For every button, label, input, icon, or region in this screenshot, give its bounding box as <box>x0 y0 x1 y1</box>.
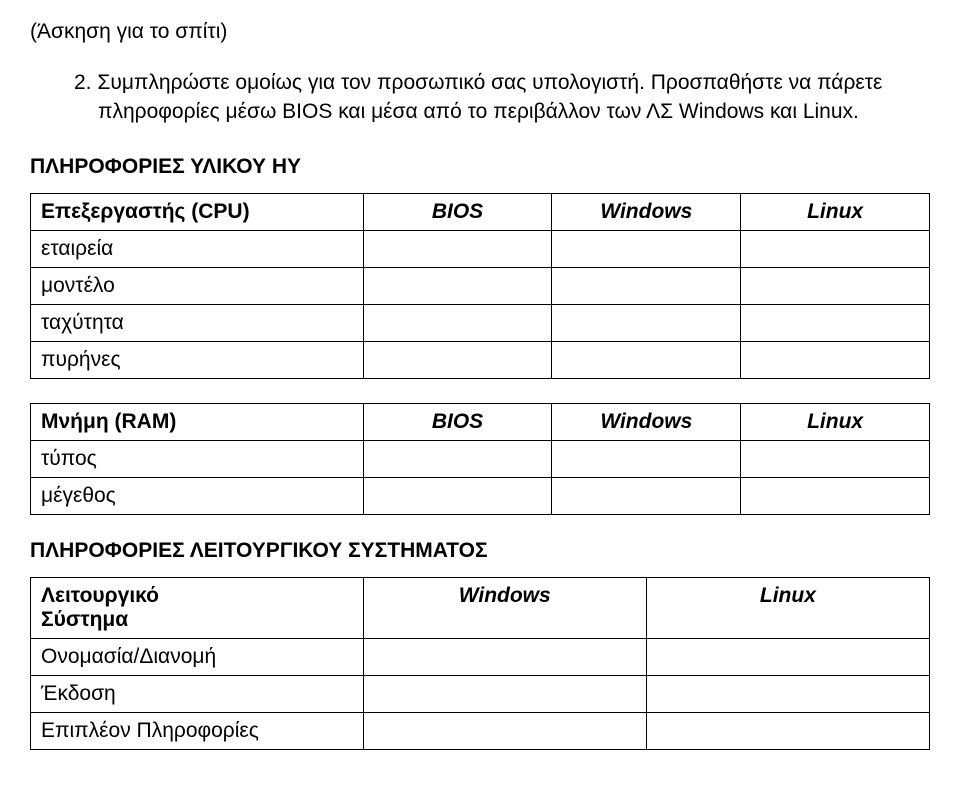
table-row: Λειτουργικό Σύστημα Windows Linux <box>31 577 930 638</box>
table-row: Μνήμη (RAM) BIOS Windows Linux <box>31 403 930 440</box>
linux-header: Linux <box>741 193 930 230</box>
cell <box>363 230 552 267</box>
cell <box>552 267 741 304</box>
cell <box>363 477 552 514</box>
cell <box>646 638 929 675</box>
row-label: Επιπλέον Πληροφορίες <box>31 712 364 749</box>
cell <box>363 341 552 378</box>
linux-header: Linux <box>741 403 930 440</box>
cell <box>741 267 930 304</box>
windows-header: Windows <box>552 193 741 230</box>
table-row: τύπος <box>31 440 930 477</box>
list-number: 2. <box>74 71 92 94</box>
cell <box>363 675 646 712</box>
cell <box>552 477 741 514</box>
table-row: Επιπλέον Πληροφορίες <box>31 712 930 749</box>
table-row: εταιρεία <box>31 230 930 267</box>
row-label: μοντέλο <box>31 267 364 304</box>
table-row: Έκδοση <box>31 675 930 712</box>
row-label: πυρήνες <box>31 341 364 378</box>
cell <box>552 230 741 267</box>
row-label: ταχύτητα <box>31 304 364 341</box>
row-label: Έκδοση <box>31 675 364 712</box>
cell <box>363 712 646 749</box>
windows-header: Windows <box>552 403 741 440</box>
hardware-section-heading: ΠΛΗΡΟΦΟΡΙΕΣ ΥΛΙΚΟΥ ΗΥ <box>30 155 930 179</box>
os-section-heading: ΠΛΗΡΟΦΟΡΙΕΣ ΛΕΙΤΟΥΡΓΙΚΟΥ ΣΥΣΤΗΜΑΤΟΣ <box>30 539 930 563</box>
cell <box>363 638 646 675</box>
homework-title: (Άσκηση για το σπίτι) <box>30 20 930 44</box>
ram-table: Μνήμη (RAM) BIOS Windows Linux τύπος μέγ… <box>30 403 930 515</box>
row-label: τύπος <box>31 440 364 477</box>
cell <box>646 675 929 712</box>
cpu-header: Επεξεργαστής (CPU) <box>31 193 364 230</box>
os-header-line1: Λειτουργικό <box>41 584 159 607</box>
table-row: μοντέλο <box>31 267 930 304</box>
cell <box>646 712 929 749</box>
row-label: εταιρεία <box>31 230 364 267</box>
cell <box>552 440 741 477</box>
os-header-line2: Σύστημα <box>41 608 128 631</box>
table-row: μέγεθος <box>31 477 930 514</box>
windows-header: Windows <box>363 577 646 638</box>
instruction-paragraph: 2. Συμπληρώστε ομοίως για τον προσωπικό … <box>74 68 930 127</box>
cell <box>741 440 930 477</box>
os-table: Λειτουργικό Σύστημα Windows Linux Ονομασ… <box>30 577 930 750</box>
cell <box>741 230 930 267</box>
row-label: μέγεθος <box>31 477 364 514</box>
ram-header: Μνήμη (RAM) <box>31 403 364 440</box>
cell <box>363 267 552 304</box>
table-row: Επεξεργαστής (CPU) BIOS Windows Linux <box>31 193 930 230</box>
cell <box>363 304 552 341</box>
instruction-text: Συμπληρώστε ομοίως για τον προσωπικό σας… <box>97 71 882 123</box>
bios-header: BIOS <box>363 403 552 440</box>
cell <box>363 440 552 477</box>
table-row: πυρήνες <box>31 341 930 378</box>
row-label: Ονομασία/Διανομή <box>31 638 364 675</box>
cell <box>741 304 930 341</box>
cell <box>741 477 930 514</box>
table-row: Ονομασία/Διανομή <box>31 638 930 675</box>
cell <box>552 341 741 378</box>
table-row: ταχύτητα <box>31 304 930 341</box>
linux-header: Linux <box>646 577 929 638</box>
bios-header: BIOS <box>363 193 552 230</box>
cell <box>741 341 930 378</box>
cell <box>552 304 741 341</box>
os-header: Λειτουργικό Σύστημα <box>31 577 364 638</box>
cpu-table: Επεξεργαστής (CPU) BIOS Windows Linux ετ… <box>30 193 930 379</box>
